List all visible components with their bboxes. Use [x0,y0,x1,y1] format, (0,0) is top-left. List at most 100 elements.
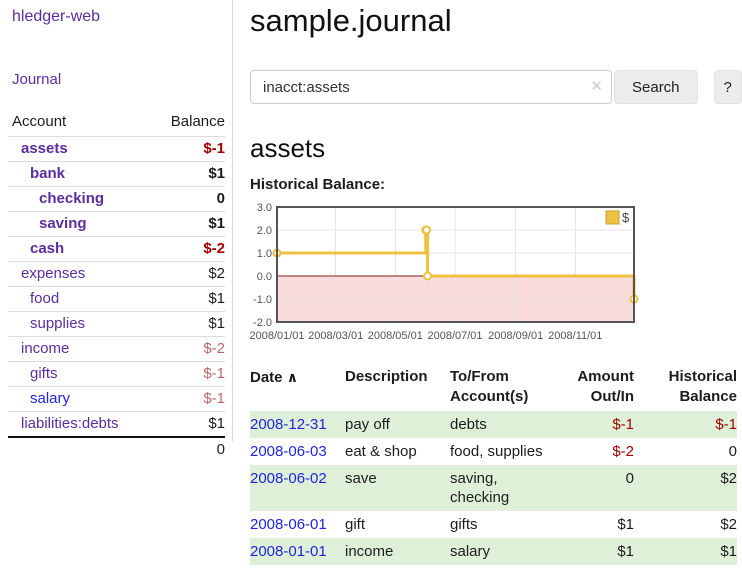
sidebar-account-balance: $-1 [153,361,225,387]
sidebar-account-link-liabilities-debts[interactable]: liabilities:debts [21,415,119,432]
sidebar-account-link-salary[interactable]: salary [30,390,71,407]
sidebar-account-row: food $1 [8,286,225,312]
account-name-cell: assets [8,136,154,162]
clear-search-icon[interactable]: ✕ [590,78,603,95]
transaction-balance-cell: $2 [720,516,737,533]
date-header-label: Date [250,369,283,386]
sidebar-account-balance: $1 [153,161,225,187]
search-input[interactable] [250,70,612,104]
transaction-amount-cell: 0 [625,470,634,487]
sidebar-item-journal[interactable]: Journal [12,71,62,88]
sidebar-account-link-gifts[interactable]: gifts [30,365,58,382]
transaction-accounts-cell: food, supplies [450,443,543,460]
svg-text:2.0: 2.0 [257,225,272,237]
transaction-description-cell: gift [345,516,366,533]
account-heading: assets [250,133,326,163]
transaction-description-cell: eat & shop [345,443,417,460]
account-name-cell: liabilities:debts [8,411,154,437]
transaction-date-link[interactable]: 2008-06-01 [250,516,327,533]
svg-text:3.0: 3.0 [257,202,272,214]
transaction-balance-cell: $-1 [715,416,737,433]
transaction-date-cell: 2008-06-01 [250,511,345,538]
accounts-header-balance: Balance [170,113,225,130]
sidebar-account-link-saving[interactable]: saving [39,215,87,232]
accounts-total-value: 0 [153,436,225,462]
sidebar-account-balance: $2 [153,261,225,287]
transaction-accounts-cell: salary [450,543,491,560]
account-name-cell: expenses [8,261,154,287]
transaction-date-cell: 2008-01-01 [250,538,345,565]
transaction-accounts-cell: saving, checking [450,470,510,506]
search-box: ✕ [250,70,612,104]
page-title: sample.journal [250,3,452,38]
svg-text:2008/05/01: 2008/05/01 [368,330,423,342]
search-button[interactable]: Search [614,70,698,104]
sidebar-account-row: gifts $-1 [8,361,225,387]
transaction-date-link[interactable]: 2008-12-31 [250,416,327,433]
account-name-cell: gifts [8,361,154,387]
column-header-description: Description [345,368,428,385]
sidebar-account-row: salary $-1 [8,386,225,412]
sidebar-account-link-cash[interactable]: cash [30,240,65,257]
sidebar: hledger-web Journal Account Balance asse… [0,0,233,462]
transaction-row: 2008-06-02 save saving, checking 0 $2 [250,465,737,511]
sidebar-account-link-expenses[interactable]: expenses [21,265,86,282]
transaction-balance-cell: $2 [720,470,737,487]
accounts-total-row: 0 [8,436,225,462]
svg-text:2008/11/01: 2008/11/01 [548,330,602,342]
sidebar-account-row: saving $1 [8,211,225,237]
sidebar-account-row: assets $-1 [8,136,225,162]
sidebar-account-balance: $-2 [153,336,225,362]
sidebar-account-row: income $-2 [8,336,225,362]
column-header-balance: Historical Balance [668,368,737,405]
transactions-header-row: Date ∧ Description To/From Account(s) Am… [250,365,737,411]
sidebar-account-link-checking[interactable]: checking [39,190,105,207]
transaction-date-cell: 2008-06-02 [250,465,345,511]
sidebar-account-link-food[interactable]: food [30,290,60,307]
transaction-row: 2008-12-31 pay off debts $-1 $-1 [250,411,737,438]
sidebar-account-link-income[interactable]: income [21,340,70,357]
transaction-date-link[interactable]: 2008-01-01 [250,543,327,560]
search-form: ✕ Search ? [250,70,742,104]
accounts-table: Account Balance assets $-1 bank $1 checking 0… [8,110,225,462]
sidebar-account-link-supplies[interactable]: supplies [30,315,86,332]
sidebar-account-row: liabilities:debts $1 [8,411,225,437]
sidebar-account-balance: $1 [153,311,225,337]
sidebar-account-balance: $1 [153,286,225,312]
account-name-cell: checking [8,186,154,212]
svg-text:$: $ [622,210,630,225]
svg-text:2008/01/01: 2008/01/01 [249,330,304,342]
main-content: sample.journal ✕ Search ? assets Histori… [233,0,742,565]
account-name-cell: food [8,286,154,312]
svg-text:2008/03/01: 2008/03/01 [308,330,363,342]
transaction-description-cell: pay off [345,416,390,433]
sort-ascending-icon: ∧ [286,369,299,385]
transaction-description-cell: income [345,543,394,560]
column-header-date[interactable]: Date ∧ [250,365,345,411]
historical-balance-chart: $3.0 2.0 1.0 0.0 -1.0 -2.0 2008/01/01 2008/03/0… [245,200,742,347]
transaction-amount-cell: $-1 [612,416,634,433]
sidebar-account-row: supplies $1 [8,311,225,337]
svg-text:0.0: 0.0 [257,271,272,283]
sidebar-account-balance: $-1 [153,136,225,162]
account-name-cell: saving [8,211,154,237]
sidebar-account-balance: 0 [153,186,225,212]
transaction-balance-cell: $1 [720,543,737,560]
account-name-cell: cash [8,236,154,262]
transaction-date-link[interactable]: 2008-06-03 [250,443,327,460]
app-layout: hledger-web Journal Account Balance asse… [0,0,742,565]
svg-text:-2.0: -2.0 [253,317,272,329]
sidebar-account-link-bank[interactable]: bank [30,165,66,182]
svg-text:-1.0: -1.0 [253,294,272,306]
transaction-amount-cell: $1 [617,543,634,560]
help-button[interactable]: ? [713,70,742,104]
transaction-date-cell: 2008-12-31 [250,411,345,438]
sidebar-account-balance: $1 [153,411,225,437]
transaction-date-link[interactable]: 2008-06-02 [250,470,327,487]
app-title-link[interactable]: hledger-web [12,8,101,25]
transaction-date-cell: 2008-06-03 [250,438,345,465]
account-name-cell: bank [8,161,154,187]
account-name-cell: salary [8,386,154,412]
sidebar-account-link-assets[interactable]: assets [21,140,68,157]
